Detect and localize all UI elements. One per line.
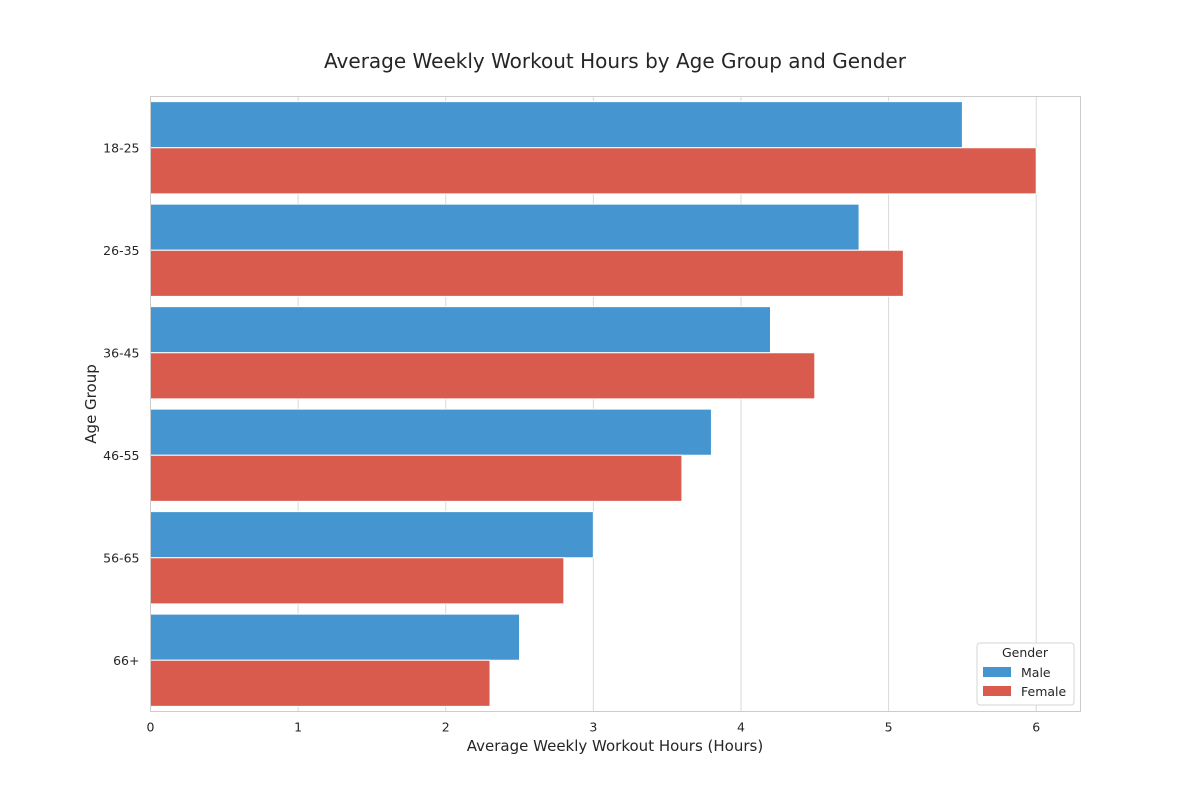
legend-label-male: Male xyxy=(1021,665,1051,680)
x-tick-label: 2 xyxy=(442,720,450,735)
x-tick-label: 1 xyxy=(294,720,302,735)
x-tick-labels: 0 1 2 3 4 5 6 xyxy=(147,720,1041,735)
bar-female-18-25 xyxy=(150,147,1037,195)
bar-female-36-45 xyxy=(150,352,816,400)
bar-female-66 xyxy=(150,659,491,707)
bar-male-18-25 xyxy=(150,101,963,149)
y-tick-labels: 18-25 26-35 36-45 46-55 56-65 66+ xyxy=(103,140,139,668)
x-tick-label: 6 xyxy=(1032,720,1040,735)
x-tick-label: 4 xyxy=(737,720,745,735)
bar-male-66 xyxy=(150,613,521,661)
y-tick-label: 56-65 xyxy=(103,550,139,565)
legend-title: Gender xyxy=(1002,645,1049,660)
bar-female-46-55 xyxy=(150,454,683,502)
x-tick-label: 3 xyxy=(589,720,597,735)
x-tick-label: 0 xyxy=(147,720,155,735)
y-axis-label: Age Group xyxy=(82,364,100,443)
bars xyxy=(150,101,1037,707)
y-tick-label: 66+ xyxy=(113,653,139,668)
gridlines xyxy=(150,96,1037,712)
bar-female-56-65 xyxy=(150,557,565,605)
legend: Gender Male Female xyxy=(976,642,1075,706)
legend-label-female: Female xyxy=(1021,684,1067,699)
legend-swatch-male xyxy=(983,667,1011,677)
legend-swatch-female xyxy=(983,686,1011,696)
bar-male-36-45 xyxy=(150,306,771,354)
bar-male-56-65 xyxy=(150,511,594,559)
y-tick-label: 36-45 xyxy=(103,345,139,360)
plot-frame xyxy=(150,96,1081,712)
bar-female-26-35 xyxy=(150,249,904,297)
y-tick-label: 26-35 xyxy=(103,243,139,258)
y-tick-label: 46-55 xyxy=(103,448,139,463)
x-tick-label: 5 xyxy=(885,720,893,735)
bar-male-26-35 xyxy=(150,203,860,251)
y-tick-label: 18-25 xyxy=(103,140,139,155)
x-axis-label: Average Weekly Workout Hours (Hours) xyxy=(467,737,763,755)
bar-male-46-55 xyxy=(150,408,712,456)
chart-title: Average Weekly Workout Hours by Age Grou… xyxy=(324,49,907,73)
